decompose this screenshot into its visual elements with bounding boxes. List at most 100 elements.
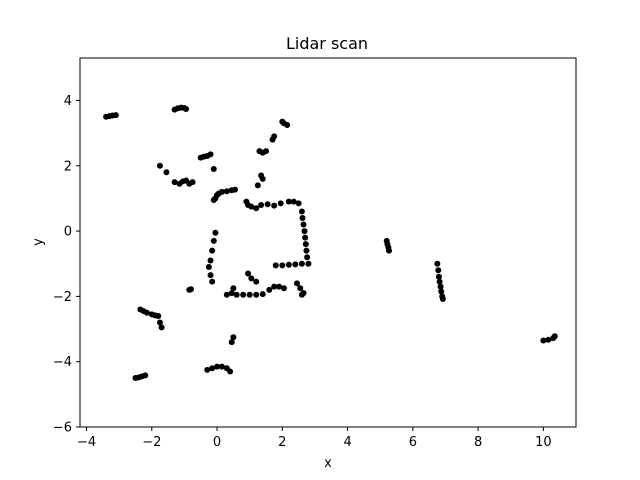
scan-point [228,290,235,297]
scan-point [271,283,278,290]
scan-point [218,188,225,195]
scan-point [210,166,217,173]
scan-point [271,133,278,140]
scan-point [305,260,312,267]
scan-point [294,280,300,287]
scan-point [302,234,309,241]
scan-point [156,319,163,326]
scan-point [142,372,149,379]
x-tick-label: 0 [213,435,221,450]
scan-point [143,309,150,316]
scan-point [209,278,216,285]
scan-point [280,285,287,292]
y-tick-label: −4 [53,355,72,370]
scan-point [210,237,217,244]
y-tick-label: 2 [64,159,72,174]
scan-point [233,291,240,298]
y-axis: −6 −4 −2 0 2 4 [53,94,80,436]
scan-point [436,278,443,285]
scan-point [279,262,286,269]
scan-point [230,285,237,292]
scan-point [303,247,310,254]
scan-point [272,262,279,269]
scan-point [299,215,306,222]
scan-point [253,278,260,285]
y-tick-label: −6 [53,421,72,436]
scan-point [207,257,214,264]
scan-point [207,272,214,279]
x-tick-label: 8 [474,435,482,450]
scan-point [227,368,234,375]
scan-point [435,273,442,280]
scan-point [301,228,308,235]
x-axis-label: x [324,456,332,471]
scan-point [551,333,558,340]
y-tick-label: 0 [64,225,72,240]
scan-point [183,105,190,112]
scan-point [258,201,265,208]
scan-point [434,260,441,267]
scan-point [223,188,230,195]
scan-point [112,112,119,119]
scan-point [230,334,237,341]
scan-point [300,290,307,297]
scan-point [189,179,196,186]
scan-point [304,254,311,261]
scan-point [218,363,225,370]
scan-point [290,198,297,205]
x-tick-label: 6 [409,435,417,450]
scan-point [214,363,221,370]
x-axis: −4 −2 0 2 4 6 8 10 [77,427,552,450]
scan-point [266,286,273,293]
scan-point [253,291,260,298]
scan-point [284,121,291,128]
scan-point [540,337,547,344]
scan-point [254,182,261,189]
scan-point [248,275,255,282]
scan-point [277,200,284,207]
scan-point [386,247,393,254]
x-tick-label: 2 [278,435,286,450]
scan-point [285,198,292,205]
scan-point [187,286,194,293]
scan-point [285,261,292,268]
scan-point [212,229,219,236]
scan-point [156,162,163,169]
scan-point [300,221,307,228]
scan-point [155,312,162,319]
scan-point [437,283,444,290]
scan-point [439,295,446,302]
scan-point [207,151,214,158]
scan-point [158,324,165,331]
scan-point [248,203,255,210]
scan-point [171,179,178,186]
scan-point [232,186,238,193]
scan-point [435,267,442,274]
scan-point [276,283,283,290]
scan-points [103,104,558,382]
scan-point [438,288,445,295]
scan-point [253,205,260,212]
y-tick-label: −2 [53,290,72,305]
x-tick-label: 4 [343,435,351,450]
scan-point [245,270,252,277]
scan-point [209,365,216,372]
scan-point [204,366,211,373]
scan-point [223,291,230,298]
y-axis-label: y [31,238,46,246]
scan-point [271,202,278,209]
scan-point [259,291,266,298]
scan-point [259,175,266,182]
scan-point [228,339,235,346]
scan-point [297,285,304,292]
scan-point [246,291,253,298]
scan-point [240,291,247,298]
scan-point [298,260,305,267]
scan-point [298,208,305,215]
scan-point [545,336,552,343]
x-tick-label: −4 [77,435,96,450]
scan-point [205,263,212,270]
plot-area-frame [79,57,577,428]
